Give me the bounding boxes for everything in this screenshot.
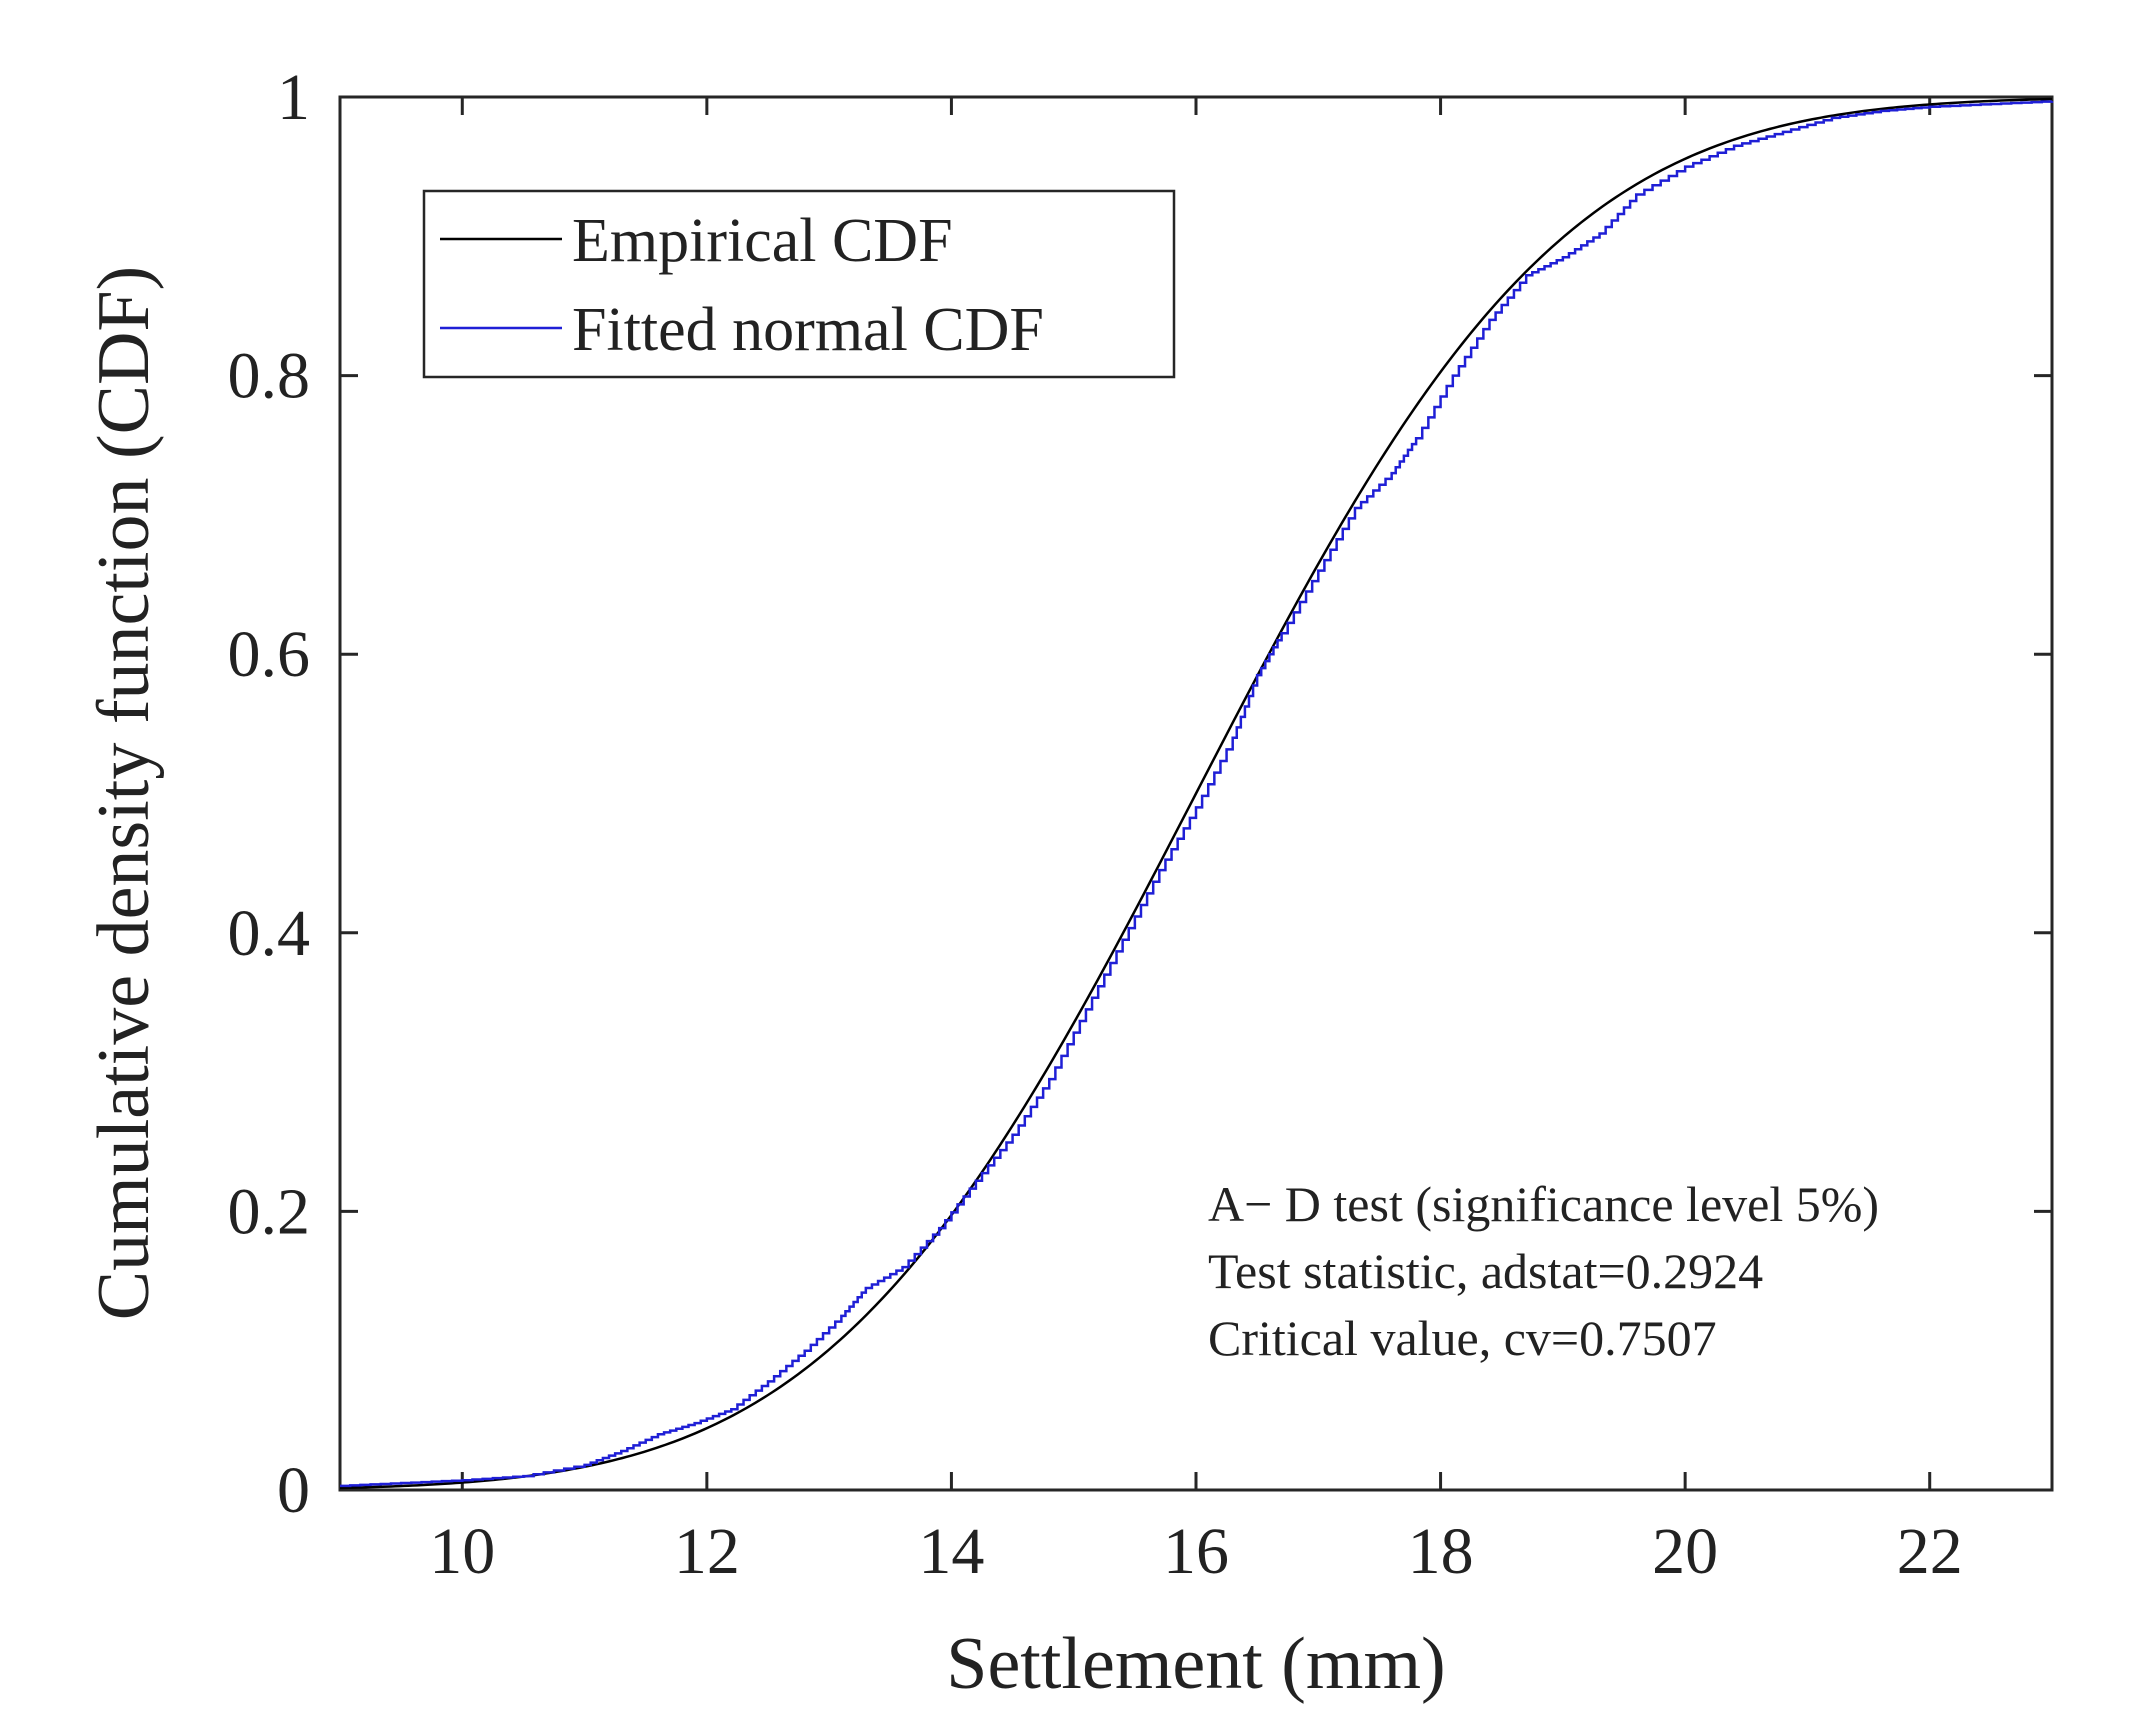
y-tick-label: 0.4 [228,897,311,970]
x-tick-label: 16 [1163,1515,1229,1588]
legend-label-fitted: Fitted normal CDF [572,296,1044,364]
x-axis-ticks: 10 12 14 16 18 20 22 [429,97,1963,1588]
y-tick-label: 1 [277,61,310,134]
y-tick-label: 0.2 [228,1175,311,1248]
x-tick-label: 14 [918,1515,984,1588]
annotation-critical-value: Critical value, cv=0.7507 [1208,1310,1717,1366]
x-axis-label: Settlement (mm) [946,1623,1445,1705]
y-tick-label: 0.8 [228,340,311,413]
annotation-test-name: A− D test (significance level 5%) [1208,1176,1879,1232]
series-line-empirical-cdf [339,97,2053,1490]
y-axis-ticks: 0 0.2 0.4 0.6 0.8 1 [228,61,2052,1527]
series-line-fitted-normal-cdf [340,100,2054,1488]
legend: Empirical CDF Fitted normal CDF [422,189,1176,379]
legend-label-empirical: Empirical CDF [572,207,953,275]
annotation-test-statistic: Test statistic, adstat=0.2924 [1208,1243,1763,1299]
x-tick-label: 22 [1897,1515,1963,1588]
annotation-block: A− D test (significance level 5%) Test s… [1208,1176,1879,1366]
series-layer [339,97,2054,1490]
legend-box [422,189,1176,379]
y-axis-label: Cumulative density function (CDF) [83,266,165,1320]
x-tick-label: 20 [1652,1515,1718,1588]
y-tick-label: 0.6 [228,618,311,691]
x-tick-label: 10 [429,1515,495,1588]
y-tick-label: 0 [277,1454,310,1527]
x-tick-label: 12 [674,1515,740,1588]
x-tick-label: 18 [1408,1515,1474,1588]
